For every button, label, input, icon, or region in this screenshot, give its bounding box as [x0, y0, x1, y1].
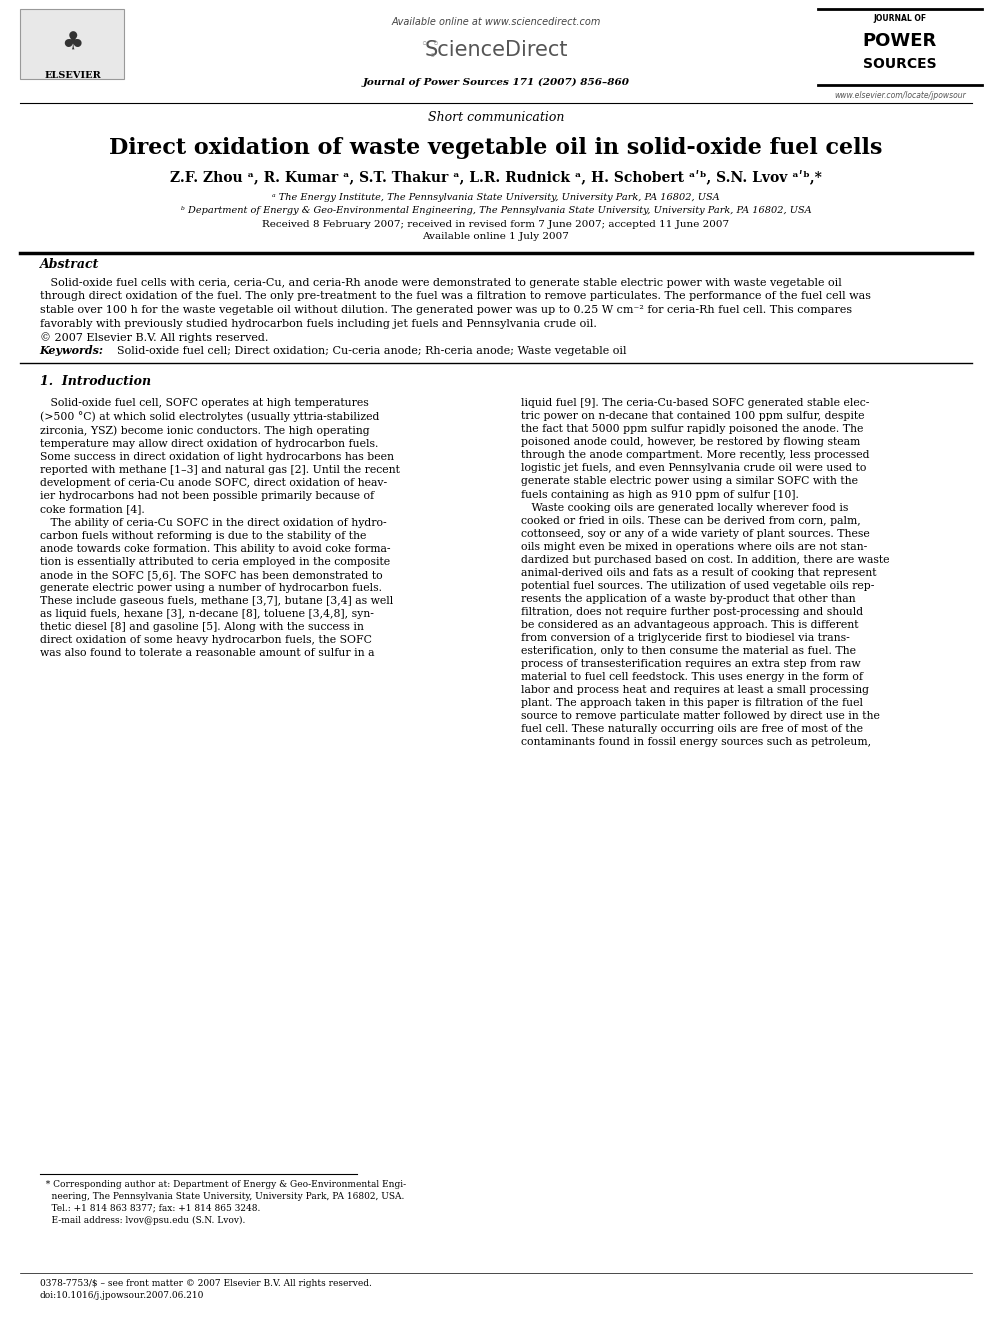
Text: JOURNAL OF: JOURNAL OF: [873, 15, 927, 22]
Text: ◦ ◦
 ◦: ◦ ◦ ◦: [422, 38, 439, 62]
Text: Keywords:: Keywords:: [40, 345, 104, 356]
Text: Solid-oxide fuel cell; Direct oxidation; Cu-ceria anode; Rh-ceria anode; Waste v: Solid-oxide fuel cell; Direct oxidation;…: [117, 345, 627, 356]
Text: ᵇ Department of Energy & Geo-Environmental Engineering, The Pennsylvania State U: ᵇ Department of Energy & Geo-Environment…: [181, 206, 811, 214]
Text: Journal of Power Sources 171 (2007) 856–860: Journal of Power Sources 171 (2007) 856–…: [362, 78, 630, 86]
Text: Available online at www.sciencedirect.com: Available online at www.sciencedirect.co…: [391, 17, 601, 28]
Text: Solid-oxide fuel cell, SOFC operates at high temperatures
(>500 °C) at which sol: Solid-oxide fuel cell, SOFC operates at …: [40, 398, 400, 658]
Text: ᵃ The Energy Institute, The Pennsylvania State University, University Park, PA 1: ᵃ The Energy Institute, The Pennsylvania…: [272, 193, 720, 201]
Bar: [20, 9, 124, 79]
Text: www.elsevier.com/locate/jpowsour: www.elsevier.com/locate/jpowsour: [834, 91, 965, 99]
Text: ScienceDirect: ScienceDirect: [425, 40, 567, 61]
Text: Direct oxidation of waste vegetable oil in solid-oxide fuel cells: Direct oxidation of waste vegetable oil …: [109, 138, 883, 159]
Text: Available online 1 July 2007: Available online 1 July 2007: [423, 233, 569, 241]
Text: Solid-oxide fuel cells with ceria, ceria-Cu, and ceria-Rh anode were demonstrate: Solid-oxide fuel cells with ceria, ceria…: [40, 278, 871, 344]
Text: ♣: ♣: [62, 30, 83, 54]
Text: ELSEVIER: ELSEVIER: [44, 71, 101, 79]
Text: Received 8 February 2007; received in revised form 7 June 2007; accepted 11 June: Received 8 February 2007; received in re…: [263, 221, 729, 229]
Text: liquid fuel [9]. The ceria-Cu-based SOFC generated stable elec-
tric power on n-: liquid fuel [9]. The ceria-Cu-based SOFC…: [521, 398, 889, 747]
Text: * Corresponding author at: Department of Energy & Geo-Environmental Engi-
    ne: * Corresponding author at: Department of…: [40, 1180, 406, 1225]
Text: Z.F. Zhou ᵃ, R. Kumar ᵃ, S.T. Thakur ᵃ, L.R. Rudnick ᵃ, H. Schobert ᵃʹᵇ, S.N. Lv: Z.F. Zhou ᵃ, R. Kumar ᵃ, S.T. Thakur ᵃ, …: [170, 169, 822, 185]
Text: POWER: POWER: [863, 32, 936, 50]
Text: 1.  Introduction: 1. Introduction: [40, 374, 151, 388]
Text: 0378-7753/$ – see front matter © 2007 Elsevier B.V. All rights reserved.
doi:10.: 0378-7753/$ – see front matter © 2007 El…: [40, 1279, 372, 1301]
Text: SOURCES: SOURCES: [863, 57, 936, 70]
Text: Short communication: Short communication: [428, 111, 564, 124]
Text: Abstract: Abstract: [40, 258, 99, 271]
